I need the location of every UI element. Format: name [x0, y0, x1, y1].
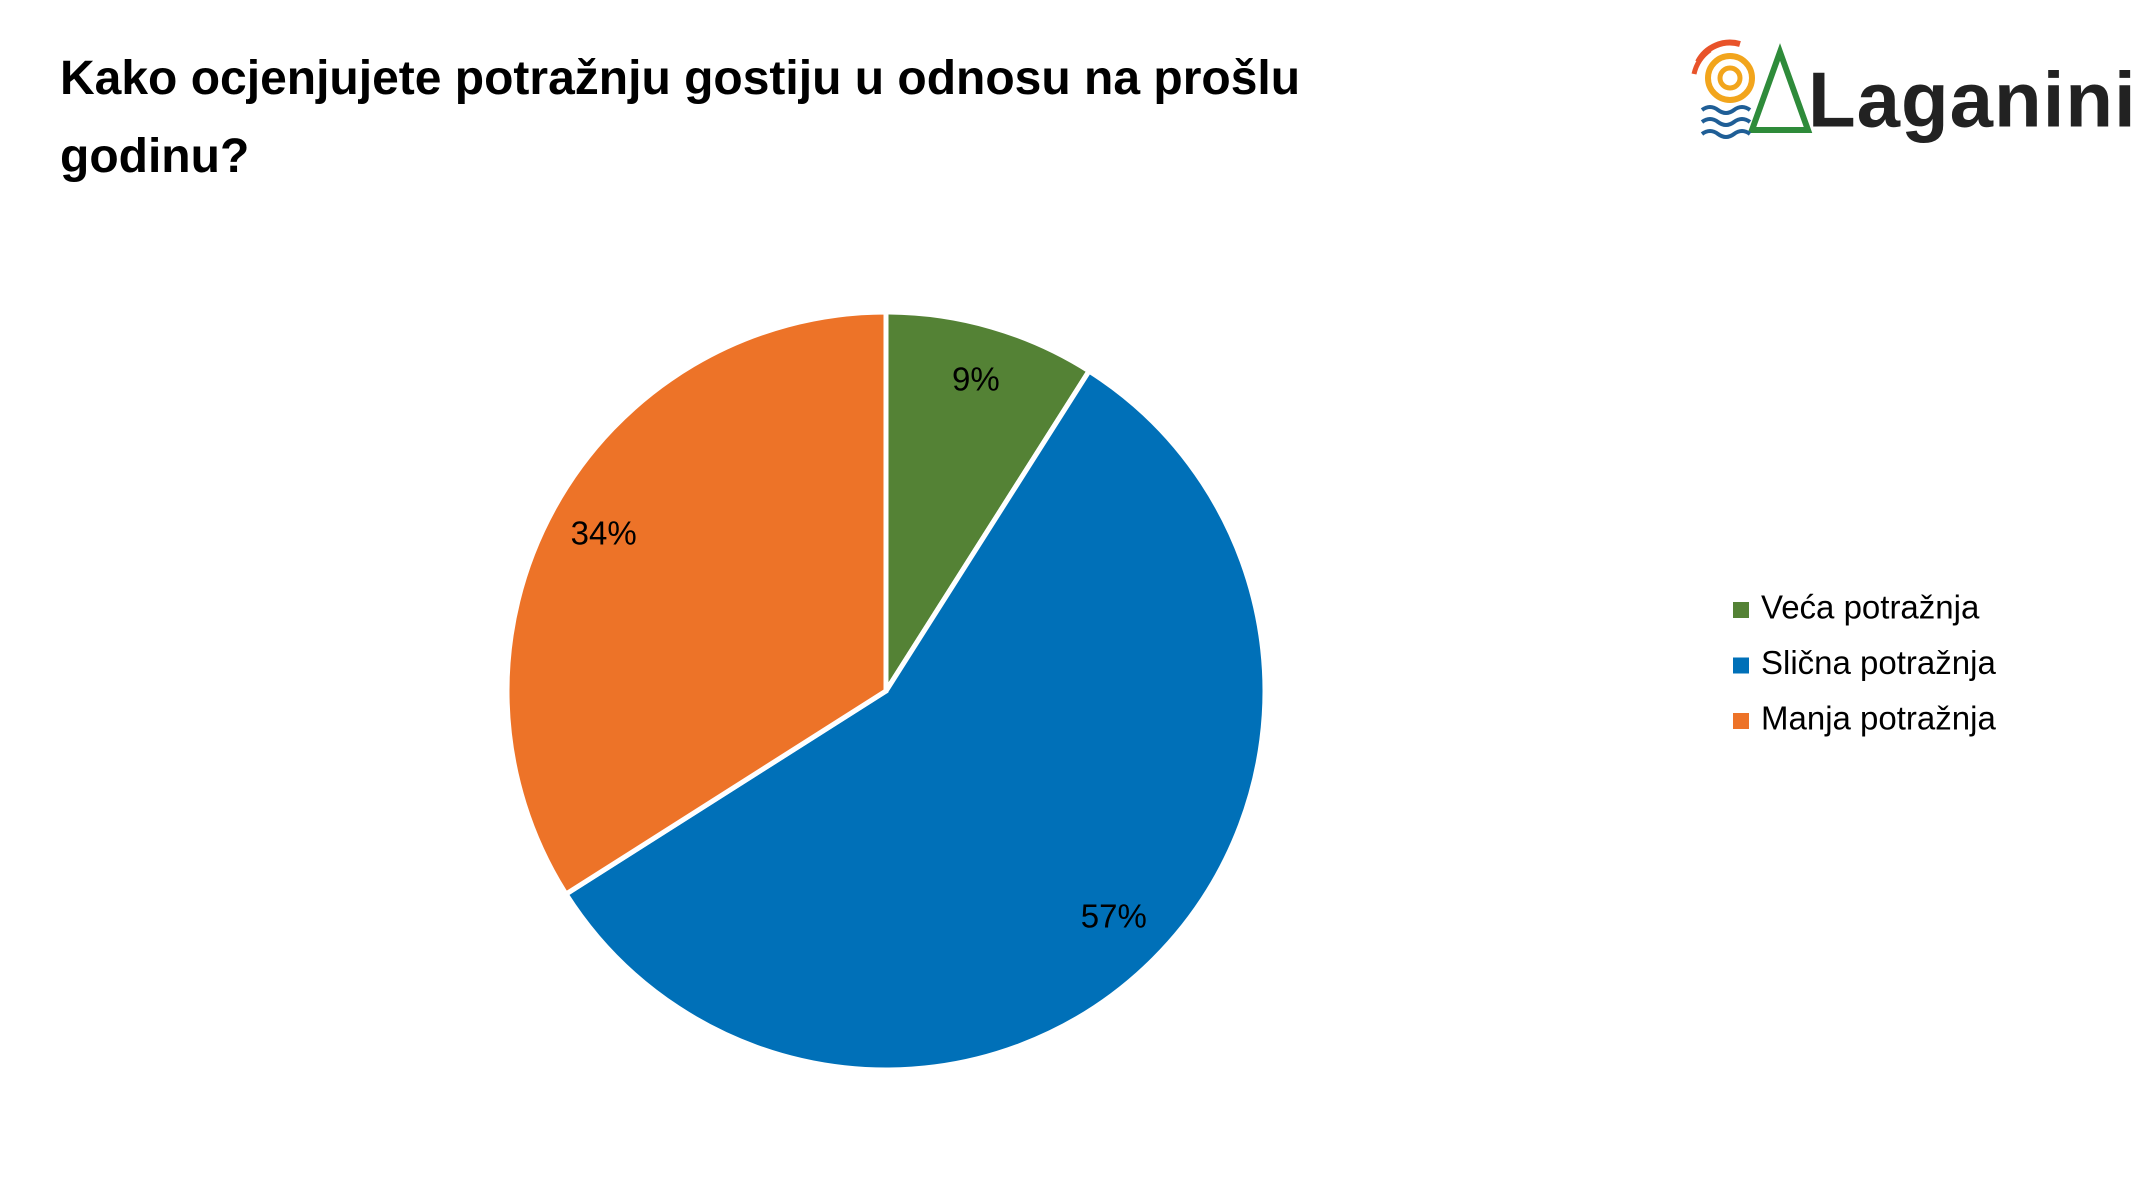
legend-label: Manja potražnja: [1761, 700, 1996, 737]
legend-marker: [1733, 713, 1749, 729]
data-label: 9%: [952, 360, 1000, 397]
chart-title: Kako ocjenjujete potražnju gostiju u odn…: [60, 52, 1301, 183]
legend-marker: [1733, 602, 1749, 618]
data-label: 34%: [571, 515, 637, 552]
data-label: 57%: [1081, 898, 1147, 935]
pie-slice: [562, 367, 1268, 1073]
legend-label: Slična potražnja: [1761, 644, 1996, 681]
logo-icon: Laganini: [1691, 39, 2137, 144]
pie-slice: [504, 309, 889, 898]
legend-marker: [1733, 657, 1749, 674]
logo-triangle: [1747, 43, 1813, 133]
logo-sun-core: [1717, 65, 1743, 91]
logo-sun: [1705, 53, 1755, 103]
legend-label: Veća potražnja: [1761, 589, 1980, 626]
logo-ray: [1691, 47, 1712, 75]
logo-text: Laganini: [1808, 56, 2137, 144]
logo-waves: [1700, 105, 1752, 139]
pie-slice: [883, 309, 1093, 700]
